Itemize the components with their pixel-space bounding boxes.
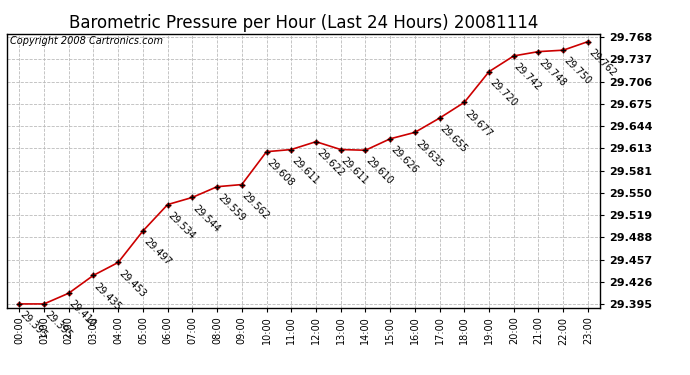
- Text: Copyright 2008 Cartronics.com: Copyright 2008 Cartronics.com: [10, 36, 163, 46]
- Text: 29.610: 29.610: [364, 156, 395, 187]
- Title: Barometric Pressure per Hour (Last 24 Hours) 20081114: Barometric Pressure per Hour (Last 24 Ho…: [69, 14, 538, 32]
- Text: 29.544: 29.544: [191, 203, 222, 234]
- Text: 29.559: 29.559: [215, 192, 246, 224]
- Text: 29.435: 29.435: [92, 281, 123, 312]
- Text: 29.677: 29.677: [463, 108, 494, 139]
- Text: 29.635: 29.635: [413, 138, 444, 169]
- Text: 29.762: 29.762: [586, 47, 618, 78]
- Text: 29.562: 29.562: [240, 190, 271, 221]
- Text: 29.626: 29.626: [388, 144, 420, 176]
- Text: 29.742: 29.742: [512, 62, 543, 93]
- Text: 29.622: 29.622: [315, 147, 346, 178]
- Text: 29.608: 29.608: [265, 157, 296, 188]
- Text: 29.720: 29.720: [488, 77, 519, 108]
- Text: 29.497: 29.497: [141, 237, 172, 268]
- Text: 29.748: 29.748: [537, 57, 568, 88]
- Text: 29.453: 29.453: [117, 268, 148, 299]
- Text: 29.410: 29.410: [67, 299, 98, 330]
- Text: 29.534: 29.534: [166, 210, 197, 241]
- Text: 29.750: 29.750: [562, 56, 593, 87]
- Text: 29.655: 29.655: [438, 124, 469, 155]
- Text: 29.395: 29.395: [43, 309, 74, 340]
- Text: 29.611: 29.611: [290, 155, 321, 186]
- Text: 29.611: 29.611: [339, 155, 370, 186]
- Text: 29.395: 29.395: [18, 309, 49, 340]
